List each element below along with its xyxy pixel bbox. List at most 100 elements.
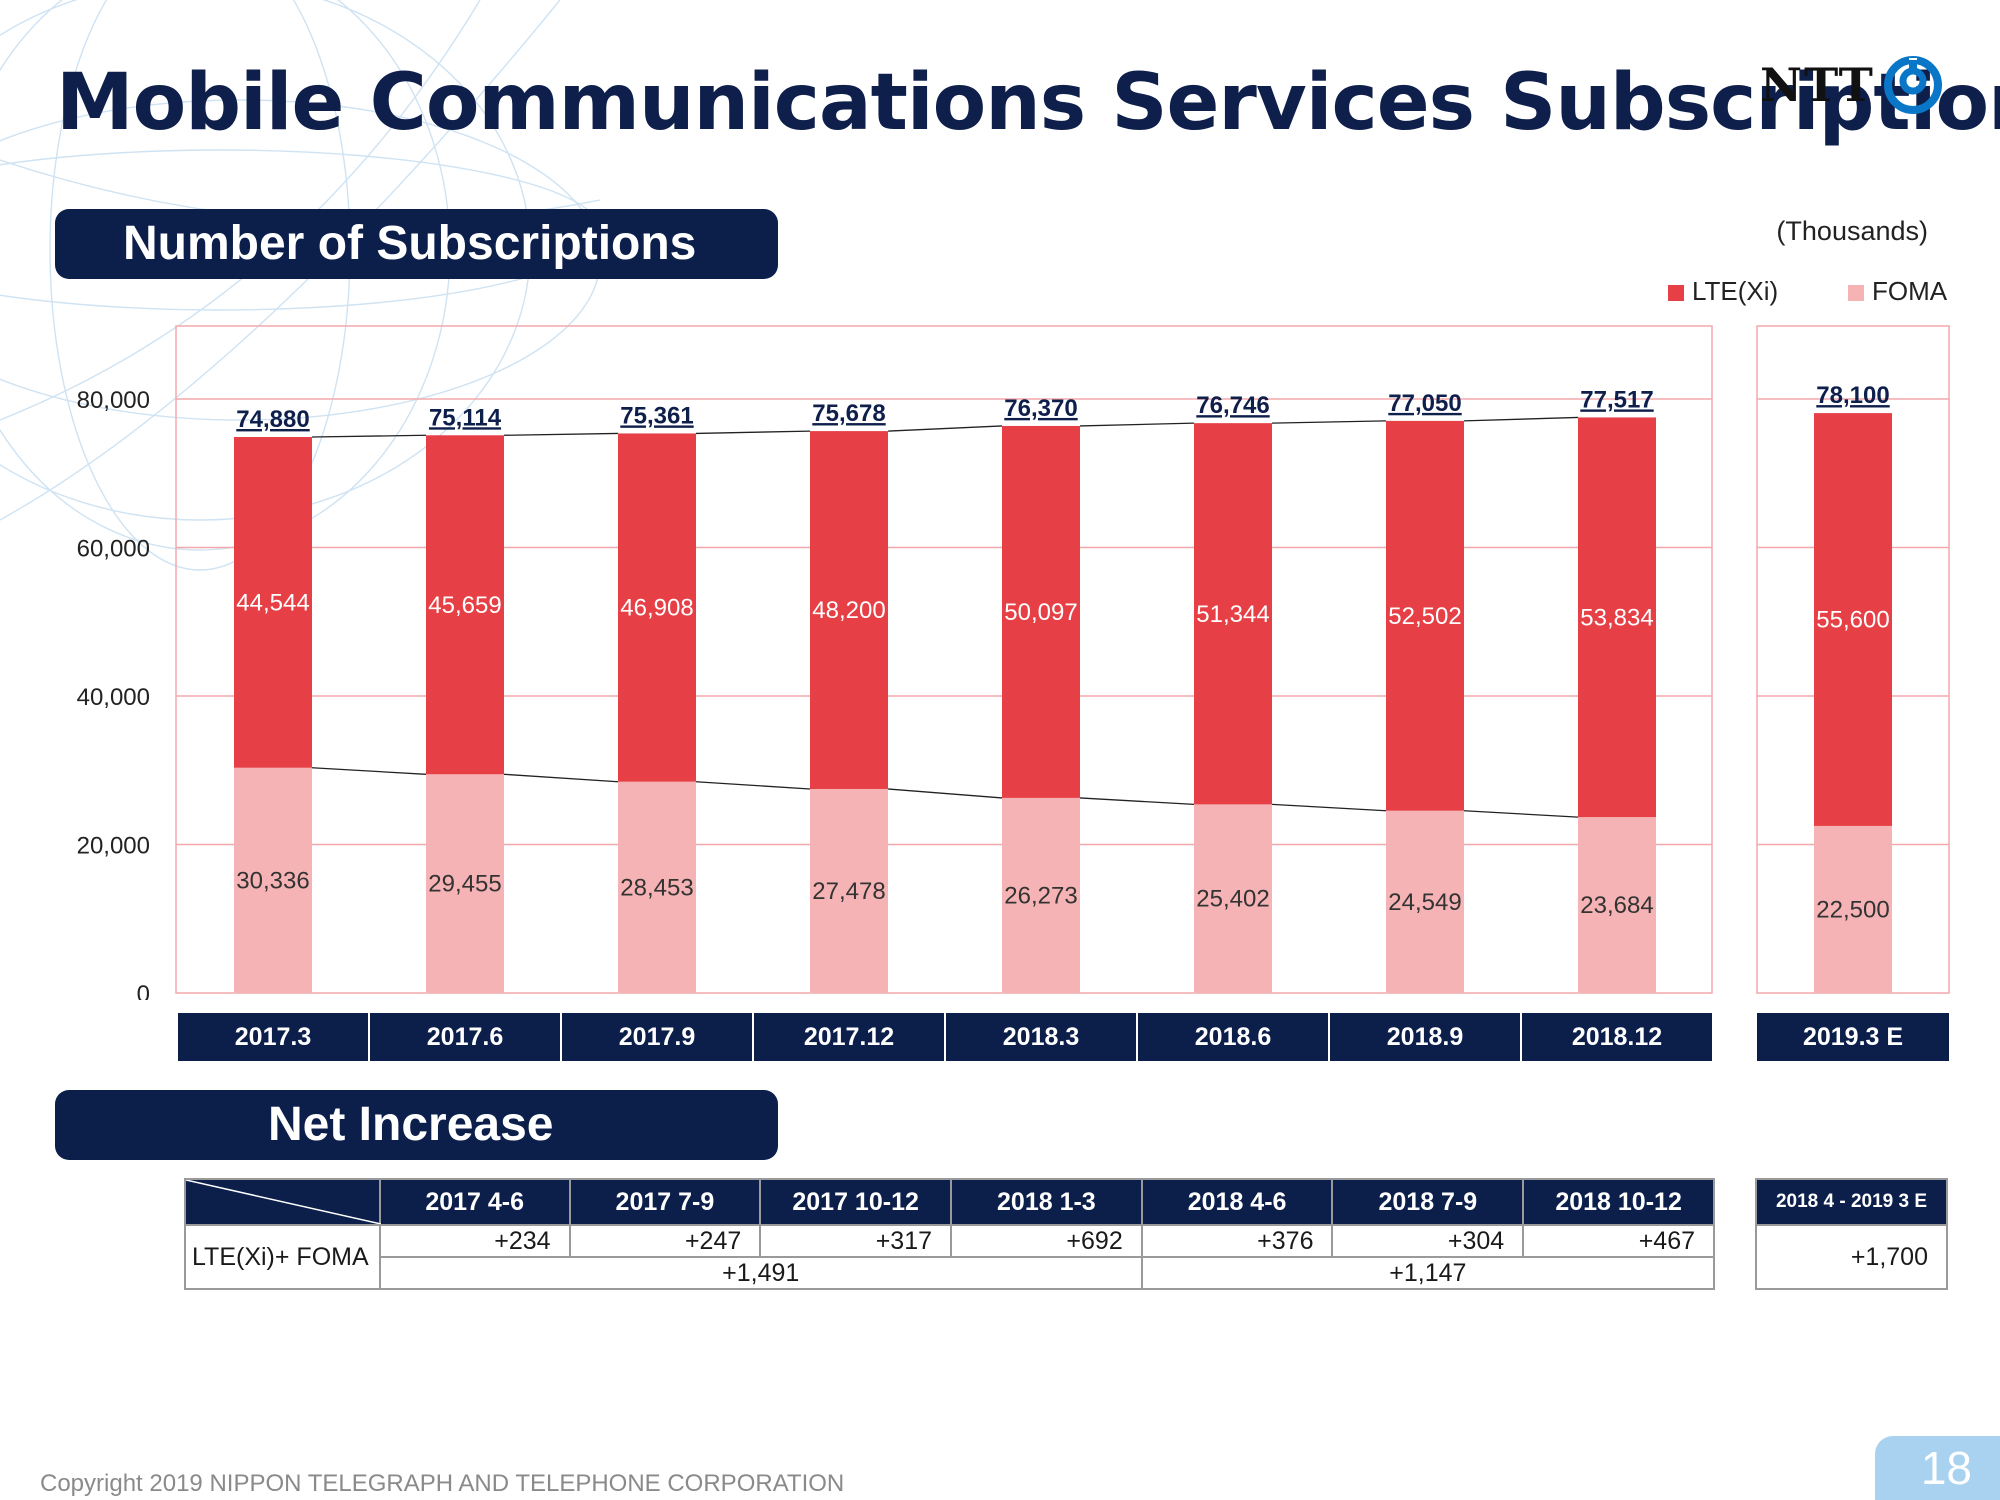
- total-trend-line: [1079, 422, 1195, 427]
- x-tick-label: 2018.6: [1138, 1013, 1328, 1061]
- total-trend-line: [1271, 420, 1387, 424]
- foma-bar: [1002, 797, 1080, 993]
- total-data-label: 75,361: [620, 402, 693, 429]
- diagonal-line: [186, 1180, 381, 1224]
- foma-trend-line: [1271, 803, 1387, 812]
- foma-bar: [1194, 804, 1272, 993]
- lte-bar: [810, 431, 888, 789]
- x-tick-label: 2017.12: [754, 1013, 944, 1061]
- foma-bar: [1386, 810, 1464, 993]
- total-data-label: 78,100: [1816, 382, 1889, 409]
- legend-foma: FOMA: [1848, 276, 1947, 307]
- x-tick-label: 2017.9: [562, 1013, 752, 1061]
- y-tick-label: 80,000: [77, 387, 150, 414]
- total-trend-line: [695, 430, 811, 435]
- foma-bar: [426, 774, 504, 993]
- foma-data-label: 22,500: [1816, 896, 1889, 923]
- quarter-value: +317: [759, 1224, 952, 1258]
- legend-foma-swatch: [1848, 285, 1864, 301]
- row-label: LTE(Xi)+ FOMA: [184, 1224, 381, 1290]
- lte-data-label: 51,344: [1196, 601, 1269, 628]
- legend-lte-swatch: [1668, 285, 1684, 301]
- foma-data-label: 25,402: [1196, 886, 1269, 913]
- y-tick-label: 60,000: [77, 536, 150, 563]
- lte-data-label: 48,200: [812, 597, 885, 624]
- net-increase-table: 2017 4-6 2017 7-9 2017 10-12 2018 1-3 20…: [184, 1178, 1716, 1290]
- subscriptions-chart: 0 20,000 40,000 60,000 80,000 30,336 44,544 74,…: [77, 325, 1950, 1000]
- foma-data-label: 28,453: [620, 874, 693, 901]
- quarter-value: +467: [1522, 1224, 1715, 1258]
- quarter-value: +234: [378, 1224, 571, 1258]
- page-number: 18: [1875, 1436, 2000, 1500]
- period-header: 2017 4-6: [378, 1178, 571, 1226]
- x-tick-label: 2017.6: [370, 1013, 560, 1061]
- total-data-label: 74,880: [236, 406, 309, 433]
- total-data-label: 75,678: [812, 400, 885, 427]
- y-tick-label: 20,000: [77, 833, 150, 860]
- total-data-label: 77,050: [1388, 390, 1461, 417]
- lte-bar: [1578, 417, 1656, 818]
- fy2017-subtotal: +1,491: [378, 1256, 1143, 1290]
- x-tick-label: 2018.9: [1330, 1013, 1520, 1061]
- foma-data-label: 24,549: [1388, 889, 1461, 916]
- lte-data-label: 53,834: [1580, 604, 1653, 631]
- ntt-logo-mark-icon: [1884, 56, 1942, 114]
- period-header: 2018 7-9: [1331, 1178, 1525, 1226]
- total-data-label: 77,517: [1580, 386, 1653, 413]
- total-trend-line: [1463, 416, 1579, 422]
- foma-trend-line: [1463, 810, 1579, 818]
- x-tick-label: 2018.3: [946, 1013, 1136, 1061]
- x-tick-label: 2017.3: [178, 1013, 368, 1061]
- total-data-label: 76,746: [1196, 392, 1269, 419]
- quarter-value: +692: [950, 1224, 1143, 1258]
- lte-data-label: 44,544: [236, 589, 309, 616]
- legend-lte-label: LTE(Xi): [1692, 276, 1779, 306]
- x-tick-label: 2018.12: [1522, 1013, 1712, 1061]
- lte-bar: [1814, 413, 1892, 826]
- foma-data-label: 29,455: [428, 871, 501, 898]
- foma-bar: [234, 767, 312, 993]
- foma-bar: [1578, 817, 1656, 993]
- period-header: 2017 10-12: [759, 1178, 952, 1226]
- ntt-logo: NTT: [1760, 54, 1950, 124]
- foma-data-label: 27,478: [812, 878, 885, 905]
- foma-data-label: 30,336: [236, 867, 309, 894]
- quarter-value: +376: [1140, 1224, 1334, 1258]
- x-tick-label: 2019.3 E: [1757, 1013, 1949, 1061]
- foma-bar: [810, 788, 888, 993]
- quarter-value: +247: [568, 1224, 762, 1258]
- lte-bar: [1194, 423, 1272, 805]
- forecast-table: 2018 4 - 2019 3 E +1,700: [1755, 1178, 1948, 1290]
- period-header: 2017 7-9: [568, 1178, 762, 1226]
- table-corner-cell: [184, 1178, 381, 1226]
- lte-bar: [234, 437, 312, 768]
- legend-lte: LTE(Xi): [1668, 276, 1778, 307]
- main-plot-frame: [175, 325, 1713, 994]
- lte-bar: [618, 433, 696, 782]
- subscriptions-section-header: Number of Subscriptions: [55, 209, 778, 279]
- period-header: 2018 10-12: [1522, 1178, 1715, 1226]
- fy2018-subtotal: +1,147: [1140, 1256, 1716, 1290]
- period-header: 2018 4-6: [1140, 1178, 1334, 1226]
- lte-data-label: 55,600: [1816, 607, 1889, 634]
- logo-text: NTT: [1760, 58, 1875, 112]
- copyright-footer: Copyright 2019 NIPPON TELEGRAPH AND TELE…: [40, 1470, 845, 1497]
- y-tick-label: 0: [137, 981, 150, 1000]
- foma-trend-line: [1079, 797, 1195, 806]
- foma-trend-line: [695, 781, 811, 790]
- quarter-value: +304: [1331, 1224, 1525, 1258]
- total-data-label: 76,370: [1004, 395, 1077, 422]
- lte-data-label: 45,659: [428, 592, 501, 619]
- total-data-label: 75,114: [429, 404, 502, 431]
- forecast-value: +1,700: [1755, 1224, 1948, 1290]
- total-trend-line: [887, 425, 1003, 432]
- total-trend-line: [311, 434, 427, 438]
- lte-bar: [426, 435, 504, 775]
- lte-bar: [1002, 425, 1080, 798]
- period-header: 2018 1-3: [950, 1178, 1143, 1226]
- page-title: Mobile Communications Services Subscript…: [56, 58, 2000, 148]
- forecast-period-header: 2018 4 - 2019 3 E: [1755, 1178, 1948, 1226]
- foma-data-label: 26,273: [1004, 882, 1077, 909]
- units-label: (Thousands): [1776, 216, 1928, 246]
- lte-data-label: 52,502: [1388, 603, 1461, 630]
